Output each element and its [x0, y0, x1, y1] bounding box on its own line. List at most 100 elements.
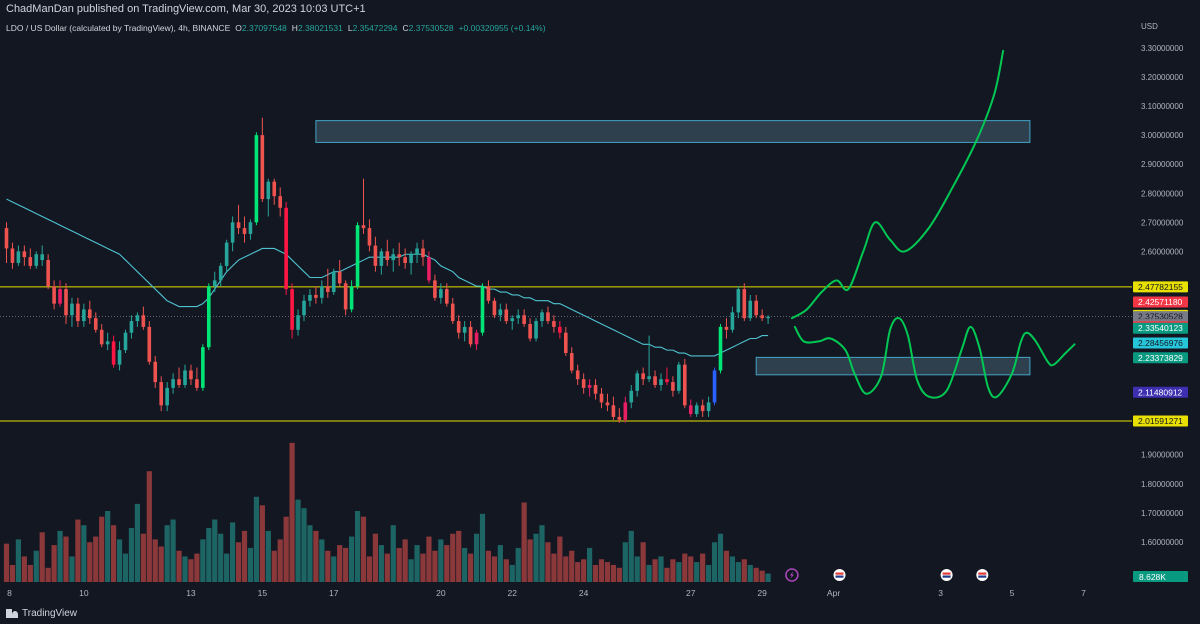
price-badge[interactable] — [1133, 415, 1188, 427]
candle-body[interactable] — [123, 332, 128, 351]
candle-body[interactable] — [581, 379, 586, 388]
candle-body[interactable] — [433, 280, 437, 298]
event-marker-icon[interactable] — [833, 569, 846, 581]
candle-body[interactable] — [28, 257, 33, 266]
projection-path-2[interactable] — [793, 317, 1076, 399]
candle-body[interactable] — [552, 321, 556, 327]
price-badge[interactable] — [1133, 296, 1188, 308]
candle-body[interactable] — [207, 286, 211, 348]
price-chart[interactable]: 3.30000000 3.20000000 3.10000000 3.00000000… — [0, 0, 1200, 603]
candle-body[interactable] — [730, 312, 735, 330]
candle-body[interactable] — [659, 379, 663, 385]
candle-body[interactable] — [46, 260, 50, 287]
candle-body[interactable] — [599, 393, 604, 403]
candle-body[interactable] — [492, 300, 497, 316]
candle-body[interactable] — [76, 303, 80, 322]
candle-body[interactable] — [159, 382, 163, 406]
candle-body[interactable] — [195, 379, 199, 388]
candle-body[interactable] — [706, 402, 711, 412]
candle-body[interactable] — [373, 245, 378, 266]
candle-body[interactable] — [510, 318, 515, 322]
candle-body[interactable] — [201, 347, 205, 388]
candle-body[interactable] — [93, 318, 98, 330]
candle-body[interactable] — [82, 309, 86, 322]
candle-body[interactable] — [623, 402, 628, 420]
candle-body[interactable] — [165, 387, 169, 406]
candle-body[interactable] — [34, 254, 39, 266]
price-badge[interactable] — [1133, 322, 1188, 334]
candle-body[interactable] — [141, 315, 146, 327]
candle-body[interactable] — [218, 265, 223, 281]
candle-body[interactable] — [4, 228, 9, 249]
candle-body[interactable] — [712, 370, 717, 403]
candle-body[interactable] — [248, 222, 253, 234]
candle-body[interactable] — [52, 286, 56, 304]
candle-body[interactable] — [647, 376, 651, 380]
candle-body[interactable] — [766, 316, 770, 319]
candle-body[interactable] — [224, 242, 229, 266]
candle-body[interactable] — [70, 303, 74, 316]
price-badge[interactable] — [1133, 352, 1188, 364]
candle-body[interactable] — [284, 207, 288, 290]
candle-body[interactable] — [742, 289, 747, 319]
candle-body[interactable] — [64, 289, 68, 316]
candle-body[interactable] — [439, 289, 443, 298]
candle-body[interactable] — [748, 300, 753, 319]
candle-body[interactable] — [230, 222, 235, 243]
candle-body[interactable] — [498, 309, 503, 316]
candle-body[interactable] — [718, 326, 723, 371]
candle-body[interactable] — [564, 332, 568, 354]
target-zone-2[interactable] — [755, 356, 1031, 376]
candle-body[interactable] — [593, 384, 598, 394]
candle-body[interactable] — [236, 222, 241, 229]
candle-body[interactable] — [183, 370, 187, 385]
candle-body[interactable] — [355, 225, 360, 287]
candle-body[interactable] — [641, 373, 645, 380]
candle-body[interactable] — [379, 251, 384, 266]
candle-body[interactable] — [587, 384, 592, 388]
candle-body[interactable] — [558, 326, 562, 333]
candle-body[interactable] — [445, 289, 449, 304]
candle-body[interactable] — [635, 373, 639, 391]
candle-body[interactable] — [177, 379, 181, 385]
candle-body[interactable] — [724, 326, 729, 330]
candle-body[interactable] — [147, 326, 152, 362]
candle-body[interactable] — [534, 321, 538, 339]
event-marker-icon[interactable] — [940, 569, 953, 581]
candle-body[interactable] — [22, 251, 27, 258]
candle-body[interactable] — [540, 312, 544, 322]
candle-body[interactable] — [349, 286, 354, 310]
candle-body[interactable] — [474, 332, 479, 345]
candle-body[interactable] — [653, 376, 657, 385]
candle-body[interactable] — [391, 254, 396, 261]
tradingview-logo[interactable]: TradingView — [6, 608, 77, 619]
candle-body[interactable] — [504, 309, 509, 322]
candle-body[interactable] — [331, 271, 336, 293]
candle-body[interactable] — [468, 326, 473, 345]
candle-body[interactable] — [480, 286, 485, 333]
candle-body[interactable] — [308, 294, 312, 301]
target-zone-1[interactable] — [315, 120, 1031, 143]
candle-body[interactable] — [694, 405, 699, 415]
candle-body[interactable] — [367, 228, 372, 246]
candle-body[interactable] — [171, 379, 175, 388]
candle-body[interactable] — [522, 315, 526, 324]
candle-body[interactable] — [290, 289, 294, 330]
candle-body[interactable] — [153, 361, 158, 383]
candle-body[interactable] — [302, 300, 306, 316]
volume-badge[interactable] — [1133, 571, 1188, 582]
candle-body[interactable] — [397, 254, 401, 258]
candle-body[interactable] — [665, 379, 669, 383]
candle-body[interactable] — [421, 248, 425, 258]
event-marker-icon[interactable] — [976, 569, 989, 581]
candle-body[interactable] — [254, 135, 259, 223]
candle-body[interactable] — [99, 329, 104, 345]
candle-body[interactable] — [88, 309, 92, 319]
candle-body[interactable] — [16, 251, 21, 263]
candle-body[interactable] — [212, 280, 217, 287]
candle-body[interactable] — [427, 257, 431, 281]
projection-path-1[interactable] — [790, 49, 1005, 320]
candle-body[interactable] — [409, 254, 413, 263]
candle-body[interactable] — [278, 196, 282, 208]
candle-body[interactable] — [58, 289, 62, 304]
